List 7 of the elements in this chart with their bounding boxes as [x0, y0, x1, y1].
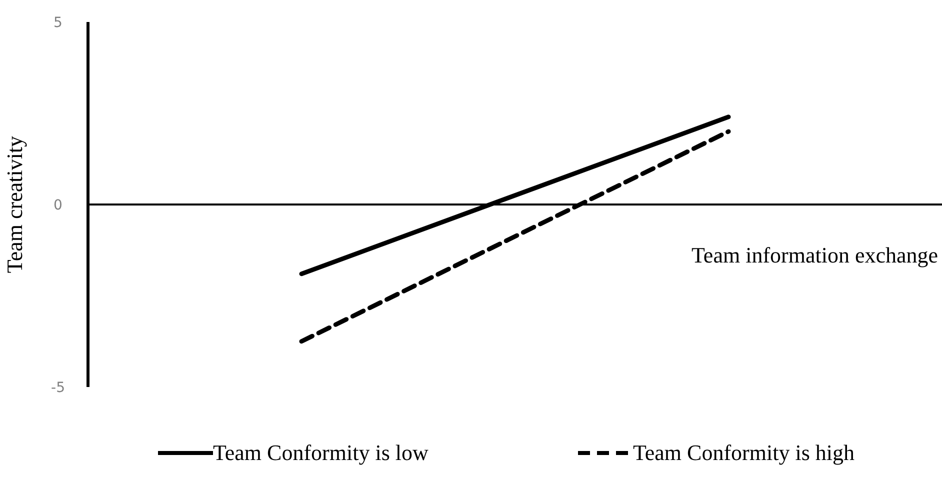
y-tick-label: 5 — [54, 14, 62, 31]
y-tick-label: 0 — [54, 197, 62, 214]
legend-label: Team Conformity is low — [213, 440, 428, 465]
legend-label: Team Conformity is high — [633, 440, 854, 465]
y-axis-title: Team creativity — [2, 136, 27, 274]
x-axis-title: Team information exchange — [692, 242, 938, 268]
y-tick-label: -5 — [51, 380, 65, 396]
